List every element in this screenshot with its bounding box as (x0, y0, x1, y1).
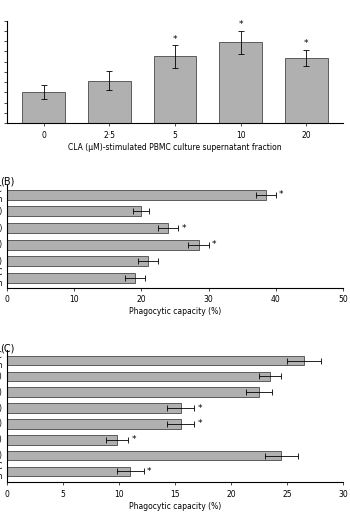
Text: *: * (212, 240, 216, 249)
Bar (7, 371, 270, 381)
Bar (219, 43, 262, 123)
Bar (7, 451, 281, 460)
Text: *: * (147, 467, 152, 476)
Text: *: * (238, 20, 243, 29)
Bar (7, 223, 168, 233)
Bar (154, 56, 196, 123)
Text: *: * (131, 435, 136, 444)
Bar (7, 419, 181, 429)
Bar (7, 467, 130, 476)
Bar (88, 81, 131, 123)
Bar (7, 206, 141, 216)
Text: *: * (279, 190, 284, 199)
Bar (285, 58, 328, 123)
Text: *: * (304, 40, 309, 48)
Bar (7, 240, 198, 250)
X-axis label: Phagocytic capacity (%): Phagocytic capacity (%) (129, 307, 221, 316)
Bar (7, 273, 135, 283)
Text: *: * (197, 404, 202, 412)
Text: (B): (B) (0, 177, 15, 187)
Text: *: * (173, 34, 177, 44)
Text: *: * (182, 224, 186, 232)
X-axis label: Phagocytic capacity (%): Phagocytic capacity (%) (129, 502, 221, 510)
Bar (7, 387, 259, 397)
Bar (7, 435, 117, 444)
Bar (22, 92, 65, 123)
Text: *: * (197, 420, 202, 428)
Bar (7, 256, 148, 266)
Bar (7, 356, 304, 365)
Bar (7, 403, 181, 413)
X-axis label: CLA (µM)-stimulated PBMC culture supernatant fraction: CLA (µM)-stimulated PBMC culture superna… (68, 143, 282, 152)
Text: (C): (C) (0, 343, 15, 353)
Bar (7, 190, 266, 200)
